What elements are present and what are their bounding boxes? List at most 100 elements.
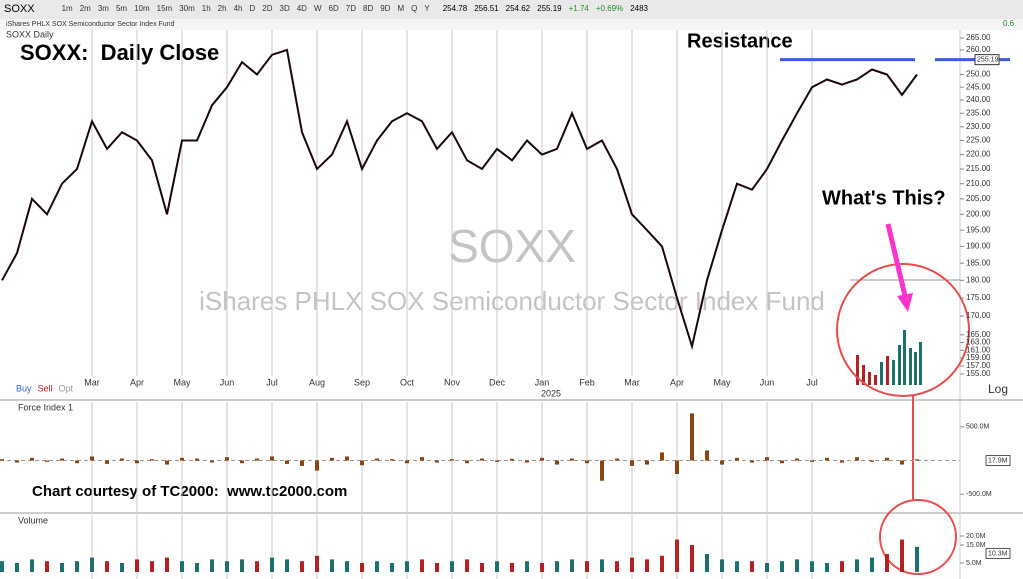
interval-button[interactable]: Y xyxy=(424,4,430,13)
bar xyxy=(120,458,124,461)
interval-button[interactable]: 2h xyxy=(218,4,227,13)
bar xyxy=(150,561,154,572)
trade-button[interactable]: Buy xyxy=(16,383,32,393)
year-label: 2025 xyxy=(541,388,561,398)
bar xyxy=(165,460,169,465)
y-tick-label: 260.00 xyxy=(966,45,991,54)
x-tick-label: Aug xyxy=(309,377,325,387)
interval-button[interactable]: 1m xyxy=(62,4,73,13)
y-tick-label: 225.00 xyxy=(966,136,991,145)
bar xyxy=(405,561,409,572)
interval-button[interactable]: 4D xyxy=(297,4,307,13)
interval-button[interactable]: 7D xyxy=(346,4,356,13)
panel-title: Force Index 1 xyxy=(18,402,73,412)
bar xyxy=(690,413,694,461)
bar xyxy=(855,457,859,461)
y-tick-label: 165.00 xyxy=(966,330,991,339)
bar xyxy=(30,457,34,461)
bar xyxy=(840,561,844,572)
bar xyxy=(735,457,739,461)
highlight-circle xyxy=(879,499,957,575)
bar xyxy=(540,457,544,461)
interval-button[interactable]: D xyxy=(249,4,255,13)
bar xyxy=(90,557,94,572)
bar xyxy=(750,460,754,463)
x-tick-label: Mar xyxy=(84,377,100,387)
bar xyxy=(915,546,919,572)
bar xyxy=(375,458,379,461)
bar xyxy=(495,561,499,572)
y-tick-label: 163.00 xyxy=(966,338,991,347)
bar xyxy=(105,460,109,464)
interval-button[interactable]: M xyxy=(397,4,404,13)
bar xyxy=(330,457,334,461)
bar xyxy=(315,555,319,572)
interval-button[interactable]: 1h xyxy=(202,4,211,13)
y-tick-label: 240.00 xyxy=(966,95,991,104)
interval-button[interactable]: Q xyxy=(411,4,417,13)
bar xyxy=(195,563,199,572)
x-tick-label: Jan xyxy=(535,377,550,387)
bar xyxy=(180,457,184,461)
y-tick-label: 185.00 xyxy=(966,258,991,267)
value-tag xyxy=(985,547,1011,559)
x-tick-label: Jul xyxy=(806,377,818,387)
x-tick-label: Nov xyxy=(444,377,461,387)
bar xyxy=(300,460,304,466)
y-tick-label: 15.0M xyxy=(966,542,986,549)
trade-button[interactable]: Opt xyxy=(59,383,74,393)
bar xyxy=(255,561,259,572)
bar xyxy=(435,460,439,463)
bar xyxy=(390,563,394,572)
bar xyxy=(570,458,574,461)
interval-button[interactable]: 30m xyxy=(179,4,195,13)
scale-mode[interactable]: Log xyxy=(988,382,1008,396)
x-tick-label: Apr xyxy=(130,377,144,387)
interval-button[interactable]: 9D xyxy=(380,4,390,13)
interval-button[interactable]: 15m xyxy=(157,4,173,13)
interval-button[interactable]: 5m xyxy=(116,4,127,13)
interval-button[interactable]: 6D xyxy=(329,4,339,13)
price-line xyxy=(1,48,918,351)
y-tick-label: 157.00 xyxy=(966,361,991,370)
symbol[interactable]: SOXX xyxy=(4,3,35,15)
bar xyxy=(285,460,289,464)
x-tick-label: Jun xyxy=(220,377,235,387)
panel-title: SOXX Daily xyxy=(6,29,54,39)
interval-button[interactable]: 3m xyxy=(98,4,109,13)
bar xyxy=(600,460,604,481)
bar xyxy=(120,563,124,572)
bar xyxy=(60,458,64,461)
bar xyxy=(225,457,229,461)
bar xyxy=(780,460,784,464)
bar xyxy=(450,459,454,461)
interval-button[interactable]: 4h xyxy=(234,4,243,13)
interval-button[interactable]: 2D xyxy=(262,4,272,13)
bar xyxy=(675,539,679,572)
y-tick-label: 250.00 xyxy=(966,70,991,79)
y-tick-label: 235.00 xyxy=(966,108,991,117)
bar xyxy=(780,561,784,572)
annotation: Resistance xyxy=(687,30,793,52)
interval-button[interactable]: 3D xyxy=(280,4,290,13)
bar xyxy=(525,561,529,572)
y-tick-label: 265.00 xyxy=(966,33,991,42)
interval-button[interactable]: 2m xyxy=(80,4,91,13)
interval-button[interactable]: 8D xyxy=(363,4,373,13)
y-tick-label: 155.00 xyxy=(966,369,991,378)
bar xyxy=(765,457,769,461)
interval-button[interactable]: 10m xyxy=(134,4,150,13)
bar xyxy=(765,563,769,572)
annotation: Chart courtesy of TC2000: www.tc2000.com xyxy=(32,483,347,500)
y-tick-label: 230.00 xyxy=(966,122,991,131)
bar xyxy=(75,561,79,572)
arrow xyxy=(885,223,908,297)
subheader xyxy=(0,19,1023,30)
bar xyxy=(630,460,634,466)
trade-button[interactable]: Sell xyxy=(38,383,53,393)
bar xyxy=(345,456,349,461)
bar xyxy=(360,460,364,466)
watermark-symbol: SOXX xyxy=(448,220,576,272)
interval-button[interactable]: W xyxy=(314,4,322,13)
